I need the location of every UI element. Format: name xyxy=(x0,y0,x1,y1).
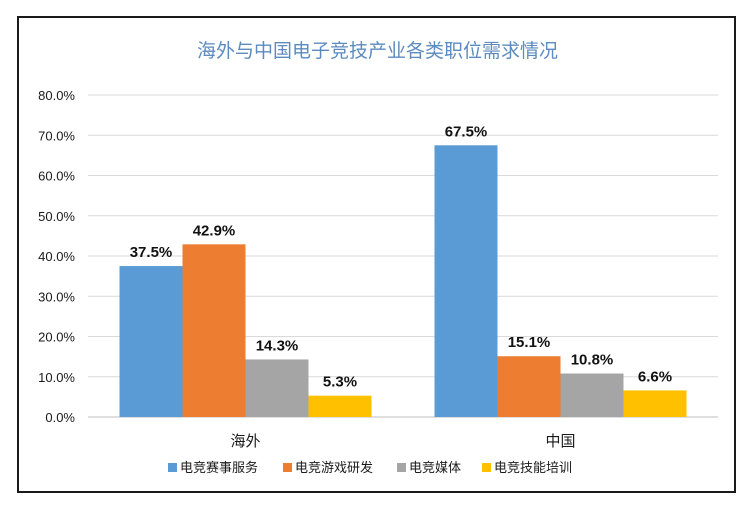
y-tick-label: 60.0% xyxy=(38,169,75,184)
y-tick-label: 10.0% xyxy=(38,370,75,385)
bar xyxy=(119,266,183,417)
y-tick-label: 70.0% xyxy=(38,128,75,143)
data-label: 67.5% xyxy=(445,123,488,140)
data-label: 5.3% xyxy=(323,374,357,391)
y-tick-label: 30.0% xyxy=(38,289,75,304)
legend-swatch xyxy=(482,463,491,472)
bar xyxy=(245,359,309,417)
data-label: 6.6% xyxy=(638,368,672,385)
data-label: 14.3% xyxy=(256,337,299,354)
chart-title: 海外与中国电子竞技产业各类职位需求情况 xyxy=(196,40,558,62)
data-label: 42.9% xyxy=(193,222,236,239)
legend: 电竞赛事服务 电竞游戏研发 电竞媒体 电竞技能培训 xyxy=(168,460,572,476)
legend-swatch xyxy=(168,463,177,472)
data-label: 37.5% xyxy=(130,244,173,261)
x-tick-label: 海外 xyxy=(230,432,260,450)
bar xyxy=(560,373,624,417)
y-tick-label: 80.0% xyxy=(38,88,75,103)
legend-swatch xyxy=(397,463,406,472)
legend-label: 电竞游戏研发 xyxy=(295,460,373,476)
x-axis-ticks: 海外 中国 xyxy=(230,432,575,450)
bar xyxy=(623,390,687,417)
legend-swatch xyxy=(283,463,292,472)
y-tick-label: 40.0% xyxy=(38,249,75,264)
legend-label: 电竞媒体 xyxy=(409,460,461,476)
data-label: 10.8% xyxy=(571,352,614,369)
y-tick-label: 50.0% xyxy=(38,209,75,224)
x-tick-label: 中国 xyxy=(545,432,575,450)
bar xyxy=(308,395,372,417)
data-label: 15.1% xyxy=(508,334,551,351)
data-labels: 37.5% 42.9% 14.3% 5.3% 67.5% 15.1% 10.8% 6.6% xyxy=(130,123,672,390)
y-axis-ticks: 0.0% 10.0% 20.0% 30.0% 40.0% 50.0% 60.0% 70.0% 8… xyxy=(38,88,75,425)
bar xyxy=(497,356,561,417)
y-tick-label: 20.0% xyxy=(38,330,75,345)
bar xyxy=(182,244,246,417)
bars xyxy=(119,145,687,417)
legend-label: 电竞赛事服务 xyxy=(180,460,258,476)
legend-label: 电竞技能培训 xyxy=(494,460,572,476)
y-tick-label: 0.0% xyxy=(45,410,75,425)
bar xyxy=(434,145,498,417)
